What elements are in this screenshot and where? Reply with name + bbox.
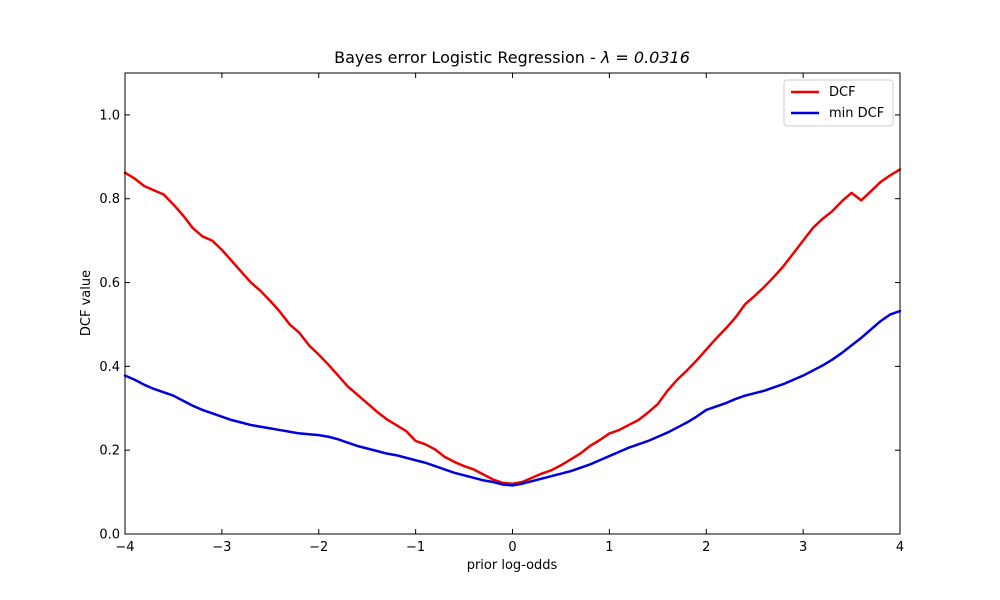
x-tick-label: 3 <box>799 540 807 555</box>
legend: DCF min DCF <box>783 79 894 127</box>
chart-title-main: Bayes error Logistic Regression - <box>334 48 601 67</box>
y-tick-label: 0.2 <box>99 444 120 459</box>
x-tick-label: 4 <box>896 540 904 555</box>
y-tick-label: 0.0 <box>99 528 120 543</box>
x-tick-label: 1 <box>605 540 613 555</box>
chart-title-math: λ = 0.0316 <box>600 48 690 67</box>
x-tick-label: 0 <box>508 540 516 555</box>
x-axis-ticks: −4 −3 −2 −1 0 1 2 3 4 <box>115 73 904 555</box>
series-line-min-dcf <box>123 309 902 487</box>
y-tick-label: 0.4 <box>99 360 120 375</box>
x-tick-label: −2 <box>309 540 328 555</box>
legend-label-dcf: DCF <box>829 85 856 100</box>
chart-title: Bayes error Logistic Regression - λ = 0.… <box>334 48 690 67</box>
legend-label-min-dcf: min DCF <box>829 106 884 121</box>
x-axis-label: prior log-odds <box>467 558 558 573</box>
plot-frame <box>124 72 901 535</box>
y-tick-label: 0.8 <box>99 192 120 207</box>
x-tick-label: −3 <box>212 540 231 555</box>
y-axis-ticks: 0.0 0.2 0.4 0.6 0.8 1.0 <box>99 108 900 543</box>
y-tick-label: 0.6 <box>99 276 120 291</box>
series-line-dcf <box>123 168 902 485</box>
x-tick-label: −4 <box>115 540 134 555</box>
series-lines <box>123 168 902 487</box>
y-axis-label: DCF value <box>79 270 94 336</box>
x-tick-label: −1 <box>406 540 425 555</box>
y-tick-label: 1.0 <box>99 108 120 123</box>
x-tick-label: 2 <box>702 540 710 555</box>
